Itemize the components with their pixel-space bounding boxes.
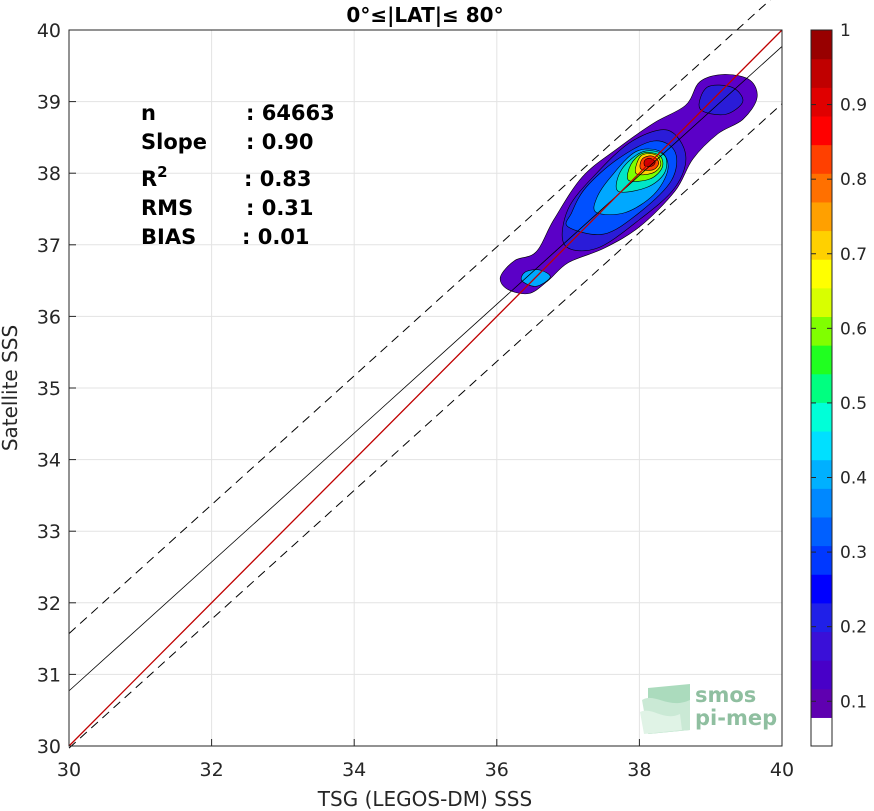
gridlines <box>68 29 783 747</box>
colorbar-segment <box>811 660 832 690</box>
colorbar <box>811 30 832 747</box>
fit-lower-bound-line <box>68 103 783 749</box>
colorbar-segment <box>811 173 832 203</box>
colorbar-tick-label: 0.3 <box>840 543 867 563</box>
colorbar-segment <box>811 574 832 604</box>
y-tick-label: 32 <box>37 593 61 615</box>
x-tick-label: 40 <box>770 759 794 781</box>
colorbar-segment <box>811 287 832 317</box>
colorbar-ticks: 0.1 0.2 0.3 0.4 0.5 0.6 0.7 0.8 0.9 1 <box>811 21 867 712</box>
x-tick-label: 34 <box>342 759 366 781</box>
stat-r2-sup: 2 <box>157 163 167 181</box>
stats-box: n : 64663 Slope : 0.90 R2 : 0.83 RMS : 0… <box>141 101 335 249</box>
colorbar-tick-label: 0.8 <box>840 170 867 190</box>
colorbar-segment <box>811 201 832 232</box>
colorbar-segment <box>811 316 832 346</box>
colorbar-segment <box>811 345 832 375</box>
stat-rms-label: RMS <box>141 196 193 220</box>
colorbar-frame <box>810 29 833 747</box>
colorbar-segment <box>811 602 832 633</box>
stat-r2-value: : 0.83 <box>244 167 312 191</box>
y-tick-label: 31 <box>37 664 61 686</box>
colorbar-segment <box>811 87 832 117</box>
stat-slope-label: Slope <box>141 130 207 154</box>
stat-bias-label: BIAS <box>141 225 196 249</box>
stat-n-label: n <box>141 101 156 125</box>
colorbar-tick-label: 0.1 <box>840 692 867 712</box>
colorbar-segment <box>811 516 832 547</box>
colorbar-segment <box>811 488 832 518</box>
smos-pi-mep-logo: smos pi-mep <box>640 683 777 734</box>
axis-ticks: 30 32 34 36 38 40 30 31 32 33 34 35 36 37 38 39 40 <box>37 20 794 781</box>
colorbar-segment <box>811 30 832 60</box>
colorbar-segment <box>811 115 832 146</box>
colorbar-segment <box>811 402 832 432</box>
colorbar-segment <box>811 259 832 289</box>
y-tick-label: 40 <box>37 20 61 42</box>
colorbar-segment <box>811 631 832 661</box>
y-tick-label: 37 <box>37 235 61 257</box>
colorbar-segment <box>811 545 832 575</box>
fit-line <box>68 46 783 692</box>
colorbar-segment <box>811 230 832 260</box>
colorbar-tick-label: 0.7 <box>840 245 867 265</box>
colorbar-segment <box>811 373 832 403</box>
regression-lines <box>68 0 783 749</box>
y-tick-label: 34 <box>37 450 61 472</box>
stat-slope-value: : 0.90 <box>246 130 314 154</box>
logo-waves-icon <box>640 684 690 734</box>
x-tick-label: 36 <box>485 759 509 781</box>
colorbar-segment <box>811 688 832 718</box>
stat-rms-value: : 0.31 <box>246 196 314 220</box>
colorbar-segment <box>811 58 832 88</box>
colorbar-tick-label: 0.5 <box>840 394 867 414</box>
colorbar-tick-label: 0.2 <box>840 618 867 638</box>
colorbar-segment <box>811 717 832 747</box>
identity-line <box>68 29 783 747</box>
density-contour-0-1 <box>698 84 744 116</box>
colorbar-tick-label: 1 <box>840 21 851 41</box>
logo-line2: pi-mep <box>695 706 777 730</box>
logo-line1: smos <box>695 683 756 707</box>
colorbar-segment <box>811 430 832 461</box>
stat-r2-label: R2 <box>141 163 168 191</box>
fit-upper-bound-line <box>68 0 771 634</box>
y-axis-label: Satellite SSS <box>0 325 22 451</box>
y-tick-label: 39 <box>37 92 61 114</box>
x-tick-label: 30 <box>57 759 81 781</box>
x-axis-label: TSG (LEGOS-DM) SSS <box>317 787 532 811</box>
y-tick-label: 36 <box>37 306 61 328</box>
colorbar-segment <box>811 459 832 489</box>
y-tick-label: 35 <box>37 378 61 400</box>
colorbar-segment <box>811 144 832 174</box>
x-tick-label: 38 <box>627 759 651 781</box>
colorbar-tick-label: 0.6 <box>840 319 867 339</box>
stat-bias-value: : 0.01 <box>242 225 310 249</box>
colorbar-tick-label: 0.4 <box>840 469 867 489</box>
y-tick-label: 30 <box>37 736 61 758</box>
x-tick-label: 32 <box>200 759 224 781</box>
stat-n-value: : 64663 <box>246 101 335 125</box>
chart-title: 0°≤|LAT|≤ 80° <box>346 3 503 27</box>
stat-r2-base: R <box>141 167 157 191</box>
y-tick-label: 38 <box>37 163 61 185</box>
colorbar-tick-label: 0.9 <box>840 96 867 116</box>
y-tick-label: 33 <box>37 521 61 543</box>
